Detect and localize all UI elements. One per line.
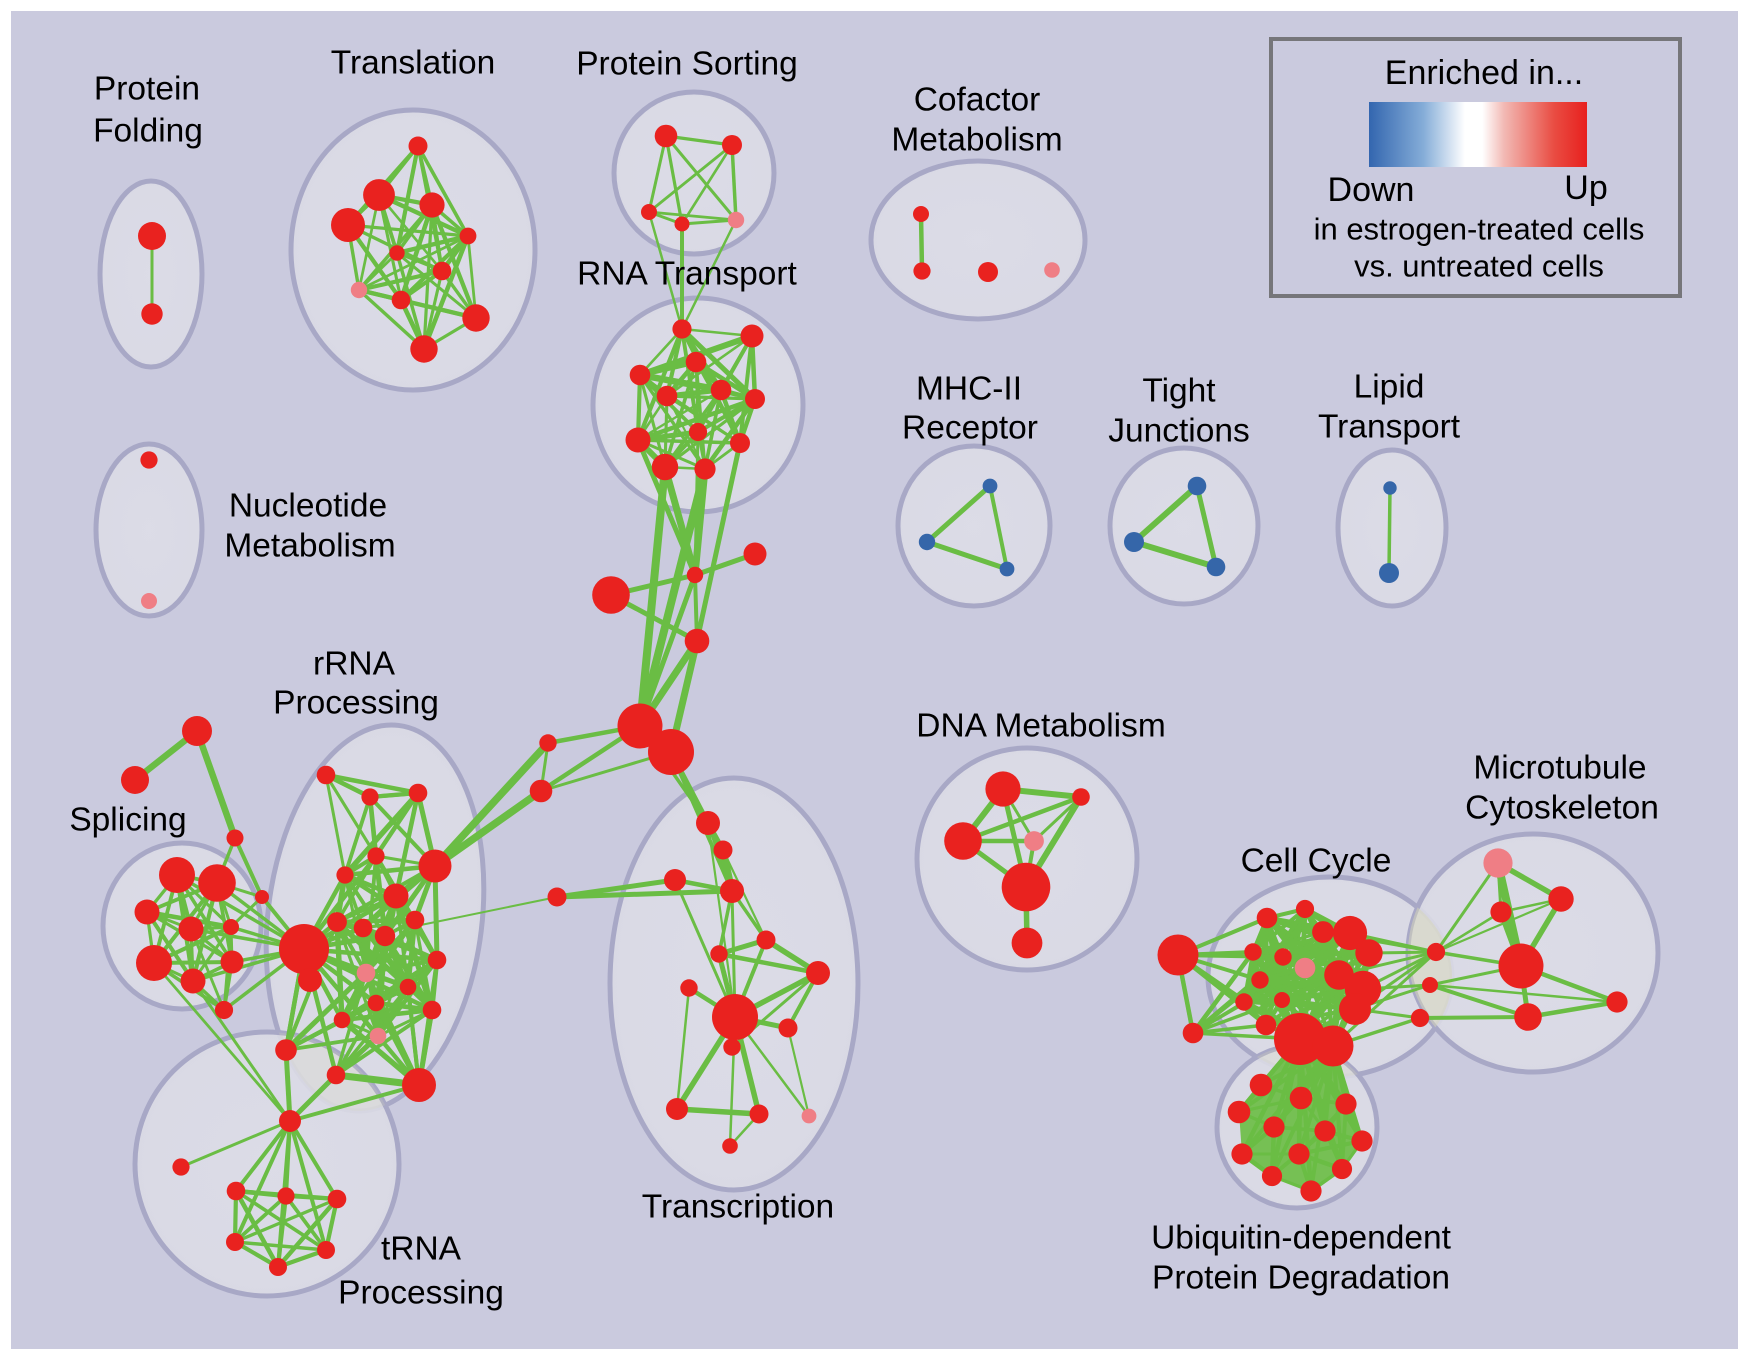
svg-text:Nucleotide: Nucleotide <box>229 488 387 525</box>
svg-text:Microtubule: Microtubule <box>1473 750 1646 787</box>
svg-text:Lipid: Lipid <box>1354 369 1425 406</box>
svg-text:Translation: Translation <box>331 45 495 82</box>
svg-text:rRNA: rRNA <box>313 646 396 683</box>
svg-text:Cofactor: Cofactor <box>914 82 1041 119</box>
svg-text:DNA Metabolism: DNA Metabolism <box>916 708 1165 745</box>
svg-text:Metabolism: Metabolism <box>224 528 395 565</box>
svg-text:Transcription: Transcription <box>642 1189 834 1226</box>
svg-text:Receptor: Receptor <box>902 410 1038 447</box>
svg-text:RNA Transport: RNA Transport <box>577 256 797 293</box>
svg-text:Protein Sorting: Protein Sorting <box>576 46 798 83</box>
svg-text:Processing: Processing <box>273 685 439 722</box>
svg-text:Down: Down <box>1328 171 1415 209</box>
svg-text:Junctions: Junctions <box>1108 413 1250 450</box>
svg-text:in estrogen-treated cells: in estrogen-treated cells <box>1314 212 1645 247</box>
svg-text:MHC-II: MHC-II <box>916 371 1022 408</box>
svg-text:Tight: Tight <box>1142 373 1216 410</box>
svg-text:Ubiquitin-dependent: Ubiquitin-dependent <box>1151 1220 1452 1257</box>
svg-text:Up: Up <box>1564 169 1607 207</box>
svg-text:Cell Cycle: Cell Cycle <box>1241 843 1392 880</box>
svg-text:Metabolism: Metabolism <box>891 122 1062 159</box>
svg-text:Processing: Processing <box>338 1275 504 1312</box>
svg-text:Cytoskeleton: Cytoskeleton <box>1465 790 1659 827</box>
svg-text:Protein Degradation: Protein Degradation <box>1152 1260 1450 1297</box>
svg-text:Transport: Transport <box>1318 409 1461 446</box>
svg-text:vs. untreated cells: vs. untreated cells <box>1354 249 1604 284</box>
svg-text:Protein: Protein <box>94 71 200 108</box>
svg-text:Folding: Folding <box>93 113 203 150</box>
svg-text:Enriched in...: Enriched in... <box>1385 54 1583 92</box>
svg-text:Splicing: Splicing <box>69 802 186 839</box>
svg-text:tRNA: tRNA <box>381 1231 462 1268</box>
